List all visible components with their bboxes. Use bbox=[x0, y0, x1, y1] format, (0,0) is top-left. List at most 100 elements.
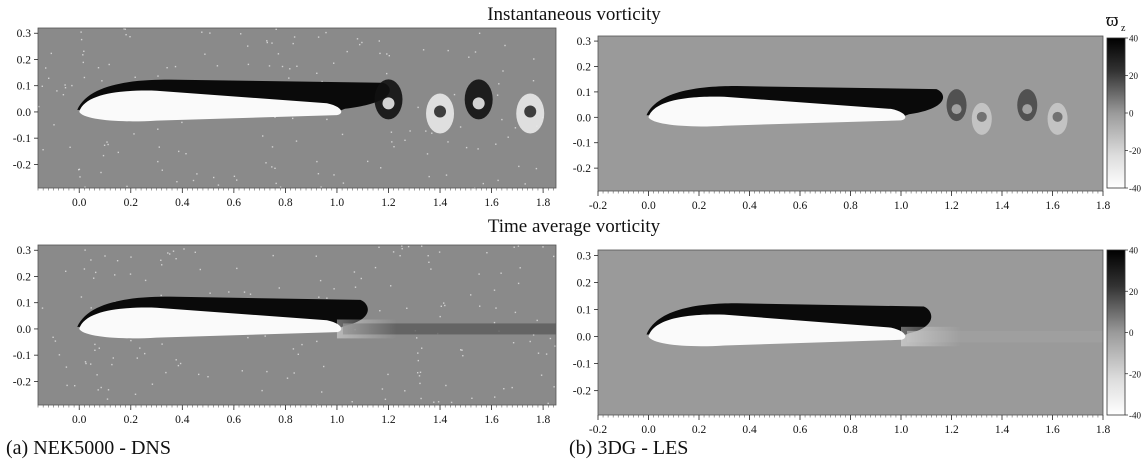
x-tick-label: 1.6 bbox=[484, 197, 499, 209]
x-tick-label: 1.0 bbox=[894, 200, 909, 212]
x-tick-label: 0.8 bbox=[843, 200, 858, 212]
x-tick-label: 1.0 bbox=[330, 414, 345, 426]
x-tick-label: 1.6 bbox=[1045, 200, 1060, 212]
vortex-core bbox=[976, 111, 987, 122]
x-tick-label: 1.0 bbox=[894, 424, 909, 436]
mean-wake bbox=[342, 323, 556, 335]
x-tick-label: -0.2 bbox=[589, 200, 607, 212]
y-tick-label: -0.2 bbox=[573, 386, 591, 398]
x-tick-label: 0.8 bbox=[278, 197, 293, 209]
x-tick-label: 0.4 bbox=[742, 424, 757, 436]
colorbar-tick-label: -20 bbox=[1129, 146, 1141, 156]
x-tick-label: 0.0 bbox=[72, 197, 87, 209]
x-tick-label: 1.6 bbox=[484, 414, 499, 426]
x-tick-label: 0.6 bbox=[227, 414, 242, 426]
colorbar-tick-label: -40 bbox=[1129, 184, 1141, 194]
y-tick-label: 0.2 bbox=[17, 54, 32, 66]
airfoil-body bbox=[79, 90, 342, 122]
vortex-core bbox=[1052, 111, 1063, 122]
x-tick-label: 1.2 bbox=[944, 424, 959, 436]
x-tick-label: 0.4 bbox=[175, 414, 190, 426]
vortex-core bbox=[524, 105, 537, 118]
y-tick-label: 0.3 bbox=[17, 245, 32, 257]
vortex-core bbox=[951, 104, 962, 115]
vortex-core bbox=[1022, 104, 1033, 115]
wake-fade bbox=[901, 326, 961, 347]
x-tick-label: 1.4 bbox=[433, 197, 448, 209]
y-tick-label: 0.1 bbox=[17, 298, 32, 310]
x-tick-label: 1.4 bbox=[433, 414, 448, 426]
y-tick-label: -0.1 bbox=[13, 350, 31, 362]
y-tick-label: -0.1 bbox=[573, 138, 591, 150]
y-tick-label: 0.1 bbox=[577, 87, 592, 99]
x-tick-label: 0.6 bbox=[793, 424, 808, 436]
x-tick-label: 1.8 bbox=[536, 197, 551, 209]
x-tick-label: 1.4 bbox=[995, 424, 1010, 436]
x-tick-label: 0.2 bbox=[124, 197, 139, 209]
x-tick-label: 1.2 bbox=[944, 200, 959, 212]
x-tick-label: 0.2 bbox=[124, 414, 139, 426]
x-tick-label: 0.4 bbox=[742, 200, 757, 212]
colorbar-tick-label: -20 bbox=[1129, 369, 1141, 379]
colorbar-bottom: 40 20 0 -20 -40 bbox=[1106, 246, 1141, 421]
title-time-average: Time average vorticity bbox=[487, 216, 661, 237]
caption-left: (a) NEK5000 - DNS bbox=[6, 437, 171, 459]
vortex-core bbox=[472, 97, 485, 110]
x-tick-label: 0.6 bbox=[227, 197, 242, 209]
x-tick-label: 0.6 bbox=[793, 200, 808, 212]
x-tick-label: 1.8 bbox=[1096, 200, 1111, 212]
caption-right: (b) 3DG - LES bbox=[569, 437, 689, 459]
x-tick-label: 0.2 bbox=[692, 424, 707, 436]
colorbar-gradient bbox=[1106, 37, 1126, 189]
x-tick-label: 1.4 bbox=[995, 200, 1010, 212]
x-tick-label: 0.2 bbox=[692, 200, 707, 212]
colorbar-symbol-subscript: z bbox=[1121, 23, 1126, 34]
x-tick-label: 1.6 bbox=[1045, 424, 1060, 436]
panel-les-inst: -0.2 0.0 0.2 0.4 0.6 0.8 1.0 1.2 1.4 1.6 1.8 0.3 0.2… bbox=[573, 35, 1111, 212]
y-tick-label: -0.1 bbox=[573, 359, 591, 371]
x-tick-label: 0.0 bbox=[641, 200, 656, 212]
title-instantaneous: Instantaneous vorticity bbox=[487, 4, 661, 25]
airfoil-body bbox=[648, 314, 906, 347]
y-tick-label: 0.2 bbox=[577, 61, 592, 73]
y-tick-label: 0.0 bbox=[577, 332, 592, 344]
x-tick-label: 0.4 bbox=[175, 197, 190, 209]
x-tick-label: 1.0 bbox=[330, 197, 345, 209]
y-tick-label: 0.3 bbox=[17, 28, 32, 40]
y-tick-label: 0.0 bbox=[17, 107, 32, 119]
panel-les-avg: -0.2 0.0 0.2 0.4 0.6 0.8 1.0 1.2 1.4 1.6 1.8 0.3 0.2… bbox=[573, 249, 1111, 436]
y-tick-label: 0.3 bbox=[577, 250, 592, 262]
y-tick-label: -0.2 bbox=[13, 159, 31, 171]
y-tick-label: -0.2 bbox=[13, 376, 31, 388]
airfoil-body bbox=[79, 307, 342, 339]
colorbar-gradient bbox=[1106, 249, 1126, 416]
colorbar-tick-label: 0 bbox=[1129, 109, 1134, 119]
panel-dns-inst: 0.0 0.2 0.4 0.6 0.8 1.0 1.2 1.4 1.6 1.8 0.3 0.2 0.1 0… bbox=[13, 27, 557, 209]
vortex-core bbox=[434, 105, 447, 118]
vortex-core bbox=[382, 97, 395, 110]
y-tick-label: 0.3 bbox=[577, 36, 592, 48]
panel-frame bbox=[37, 27, 557, 189]
x-tick-label: 0.0 bbox=[641, 424, 656, 436]
x-tick-label: 1.8 bbox=[1096, 424, 1111, 436]
airfoil-body bbox=[648, 96, 906, 127]
x-tick-label: 1.2 bbox=[381, 197, 396, 209]
y-tick-label: -0.1 bbox=[13, 133, 31, 145]
y-tick-label: -0.2 bbox=[573, 163, 591, 175]
y-tick-label: 0.0 bbox=[577, 112, 592, 124]
colorbar-tick-label: 20 bbox=[1129, 71, 1139, 81]
wake-fade bbox=[336, 319, 397, 339]
y-tick-label: 0.1 bbox=[577, 305, 592, 317]
panel-dns-avg: 0.0 0.2 0.4 0.6 0.8 1.0 1.2 1.4 1.6 1.8 0.3 0.2 0.1 0… bbox=[13, 244, 557, 426]
colorbar-symbol: ϖ bbox=[1106, 10, 1119, 31]
panel-frame bbox=[37, 244, 557, 406]
x-tick-label: 1.2 bbox=[381, 414, 396, 426]
colorbar-tick-label: -40 bbox=[1129, 411, 1141, 421]
colorbar-tick-label: 0 bbox=[1129, 328, 1134, 338]
x-tick-label: 1.8 bbox=[536, 414, 551, 426]
colorbar-tick-label: 20 bbox=[1129, 287, 1139, 297]
mean-wake bbox=[907, 330, 1103, 343]
y-tick-label: 0.0 bbox=[17, 324, 32, 336]
y-tick-label: 0.2 bbox=[17, 271, 32, 283]
